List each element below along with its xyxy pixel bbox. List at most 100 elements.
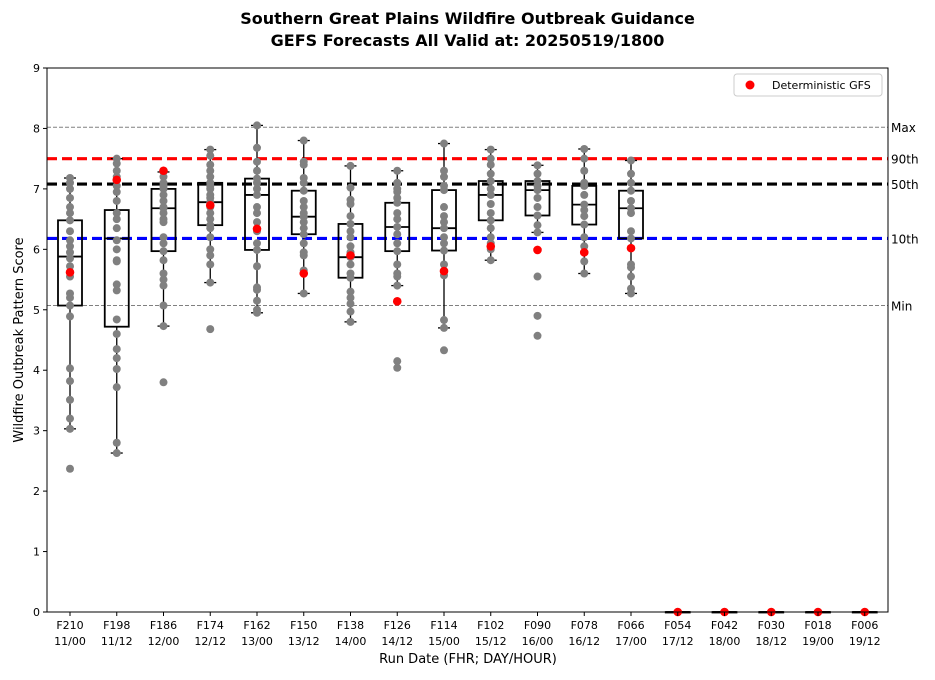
member-point [580,257,589,266]
member-point [393,260,402,269]
x-tick-label-fhr: F210 [56,619,83,632]
x-tick-label-day: 11/12 [101,635,133,648]
member-point [299,186,308,195]
member-point [112,166,121,175]
member-point [627,169,635,178]
x-axis-label: Run Date (FHR; DAY/HOUR) [379,652,557,667]
member-point [159,247,168,256]
member-point [112,245,121,254]
gfs-point [299,269,309,278]
member-point [346,317,355,326]
member-point [346,212,355,221]
member-point [253,239,261,248]
gfs-point [159,166,168,176]
member-point [299,239,308,248]
member-point [159,215,168,224]
member-point [440,323,448,332]
member-point [533,211,542,220]
member-point [346,195,355,204]
member-point [299,248,308,257]
member-point [66,209,74,218]
gfs-point [486,242,496,251]
member-point [159,239,168,248]
x-tick-label-day: 15/00 [428,635,460,648]
y-tick-label: 0 [33,606,40,619]
legend-marker [745,80,755,90]
member-point [112,181,121,190]
member-point [580,154,589,163]
member-point [533,161,542,170]
member-point [580,242,589,251]
member-point [253,174,261,183]
member-point [440,224,448,233]
member-point [346,233,355,242]
member-point [393,178,402,187]
member-point [66,377,74,386]
ref-label-min: Min [891,300,912,314]
member-point [112,438,121,447]
gfs-point [65,268,75,277]
member-point [253,245,261,254]
member-point [206,325,215,334]
member-point [627,260,635,269]
member-point [299,230,308,239]
legend-label: Deterministic GFS [772,79,871,92]
member-point [66,242,74,251]
member-point [253,203,261,212]
gfs-point [533,245,542,255]
x-tick-label-fhr: F066 [617,619,644,632]
member-point [66,301,74,310]
x-tick-label-fhr: F054 [664,619,691,632]
member-point [159,196,168,205]
member-point [112,209,121,218]
member-point [66,364,74,373]
member-point [627,272,635,281]
member-point [112,154,121,163]
member-point [393,247,402,256]
member-point [486,233,495,242]
member-point [253,121,261,130]
member-point [393,215,402,224]
member-point [159,378,168,387]
member-point [486,190,495,199]
member-point [112,286,121,295]
member-point [66,289,74,298]
member-point [393,222,402,231]
x-tick-label-fhr: F114 [430,619,457,632]
member-point [112,449,121,458]
member-point [486,145,495,154]
x-tick-label-fhr: F162 [243,619,270,632]
member-point [393,281,402,290]
member-point [440,316,448,325]
y-tick-label: 5 [33,304,40,317]
member-point [580,178,589,187]
x-tick-label-fhr: F198 [103,619,130,632]
member-point [533,221,542,230]
member-point [112,329,121,338]
member-point [253,166,261,175]
member-point [533,311,542,320]
member-point [66,216,74,225]
member-point [440,166,448,175]
x-tick-label-day: 14/00 [335,635,367,648]
member-point [440,139,448,148]
y-tick-label: 7 [33,183,40,196]
member-point [580,190,589,199]
member-point [299,196,308,205]
member-point [346,260,355,269]
member-point [206,260,215,269]
member-point [393,184,402,193]
y-tick-label: 9 [33,62,40,75]
member-point [346,183,355,192]
gfs-point [392,297,402,306]
member-point [253,305,261,314]
member-point [440,239,448,248]
reference-lines [47,126,888,307]
member-point [206,166,215,175]
x-tick-label-fhr: F174 [197,619,224,632]
member-point [580,269,589,278]
x-tick-label-day: 17/12 [662,635,694,648]
member-point [299,157,308,166]
x-tick-label-fhr: F042 [711,619,738,632]
y-tick-label: 3 [33,425,40,438]
